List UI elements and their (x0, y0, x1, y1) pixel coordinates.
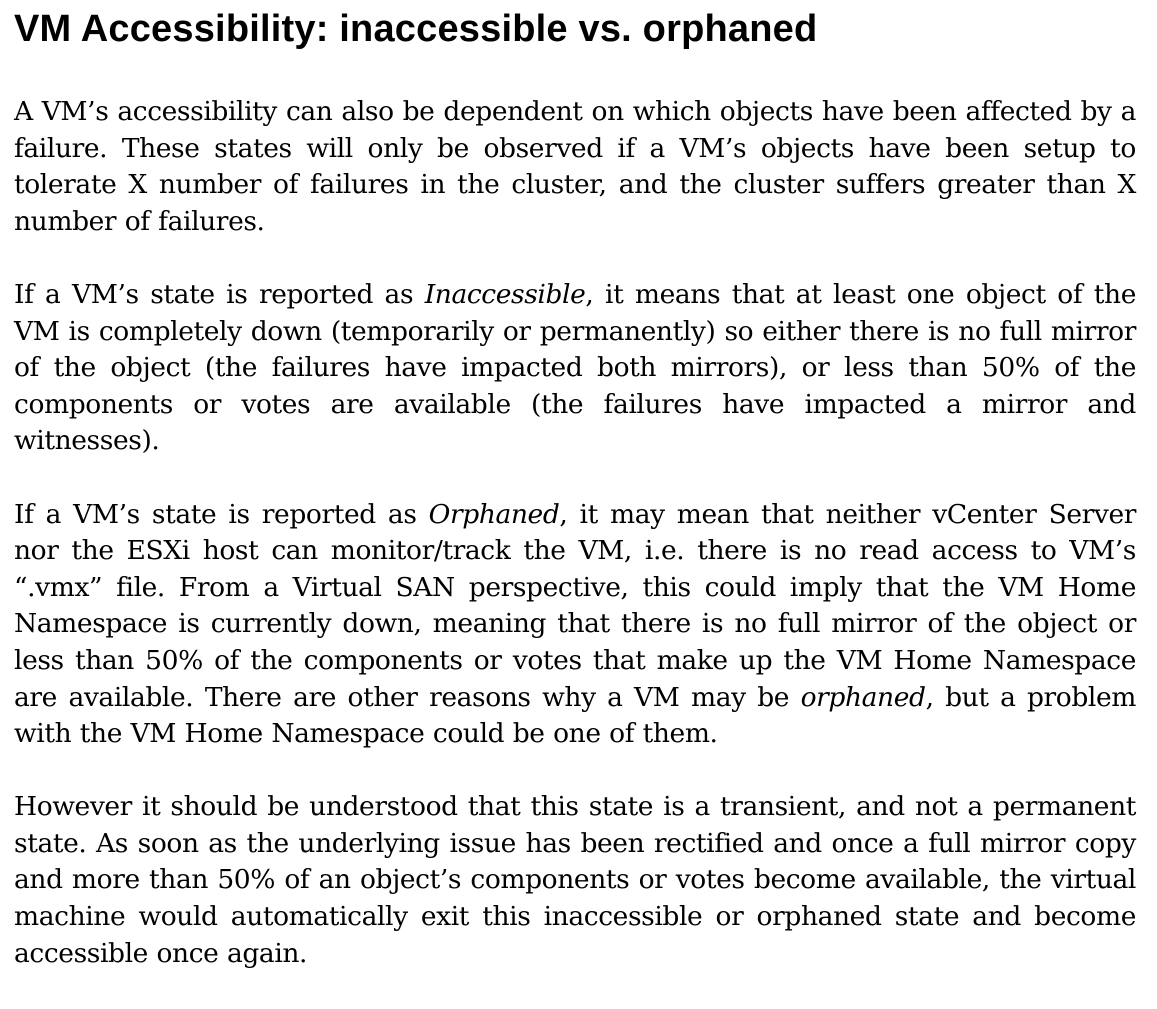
document-page: VM Accessibility: inaccessible vs. orpha… (14, 4, 1136, 1009)
paragraph-text: , it means that at least one object of t… (14, 278, 1136, 457)
paragraph-text: If a VM’s state is reported as (14, 498, 429, 530)
paragraph-orphaned: If a VM’s state is reported as Orphaned,… (14, 497, 1136, 753)
paragraph-accessibility-intro: A VM’s accessibility can also be depende… (14, 94, 1136, 240)
section-heading: VM Accessibility: inaccessible vs. orpha… (14, 8, 818, 50)
paragraph-text: A VM’s accessibility can also be depende… (14, 96, 1136, 237)
term-orphaned: Orphaned (428, 498, 560, 530)
paragraph-text: However it should be understood that thi… (14, 791, 1136, 969)
paragraph-text: , but a problem with the VM Home Namespa… (14, 681, 1137, 750)
paragraph-transient-state: However it should be understood that thi… (14, 789, 1136, 972)
paragraph-text: , it may mean that neither vCenter Serve… (14, 498, 1136, 713)
term-inaccessible: Inaccessible (424, 278, 586, 310)
paragraph-text: If a VM’s state is reported as (14, 278, 425, 310)
term-orphaned-inline: orphaned (800, 681, 926, 713)
paragraph-inaccessible: If a VM’s state is reported as Inaccessi… (14, 277, 1136, 460)
